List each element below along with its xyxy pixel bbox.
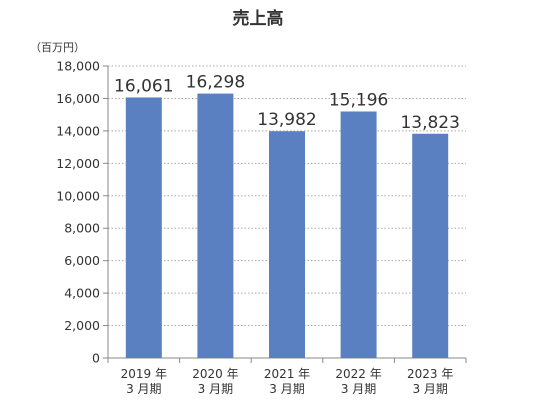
- x-tick-label-period: 3 月期: [341, 382, 376, 396]
- data-label: 16,298: [186, 73, 245, 93]
- x-tick-label-period: 3 月期: [269, 382, 304, 396]
- y-tick-label: 6,000: [64, 253, 100, 268]
- data-label: 16,061: [114, 76, 173, 96]
- y-tick-label: 10,000: [56, 188, 100, 203]
- x-tick-label-period: 3 月期: [412, 382, 447, 396]
- bar: [197, 93, 234, 358]
- unit-label: （百万円）: [30, 41, 85, 54]
- y-tick-label: 14,000: [56, 123, 100, 138]
- data-label: 15,196: [329, 90, 388, 110]
- x-tick-label-period: 3 月期: [126, 382, 161, 396]
- x-tick-label-year: 2021 年: [264, 367, 310, 381]
- data-labels: 16,061 16,298 13,982 15,196 13,823: [114, 73, 460, 133]
- x-tick-label-year: 2022 年: [335, 367, 381, 381]
- y-tick-label: 16,000: [56, 91, 100, 106]
- y-tick-label: 4,000: [64, 286, 100, 301]
- y-tick-label: 18,000: [56, 59, 100, 74]
- chart-title: 売上高: [233, 8, 284, 29]
- bar: [340, 111, 377, 358]
- bar: [125, 97, 162, 358]
- bars: [125, 93, 449, 358]
- x-tick-label-year: 2020 年: [192, 367, 238, 381]
- y-tick-label: 12,000: [56, 156, 100, 171]
- data-label: 13,982: [257, 110, 316, 130]
- x-tick-label-year: 2019 年: [121, 367, 167, 381]
- y-tick-label: 8,000: [64, 221, 100, 236]
- y-axis-ticks: 0 2,000 4,000 6,000 8,000 10,000 12,000 14,000 1…: [56, 59, 100, 366]
- x-tick-label-period: 3 月期: [198, 382, 233, 396]
- y-tick-label: 0: [92, 351, 100, 366]
- bar: [412, 133, 449, 358]
- y-tick-label: 2,000: [64, 318, 100, 333]
- bar: [269, 131, 305, 358]
- x-tick-label-year: 2023 年: [407, 367, 453, 381]
- data-label: 13,823: [400, 113, 459, 133]
